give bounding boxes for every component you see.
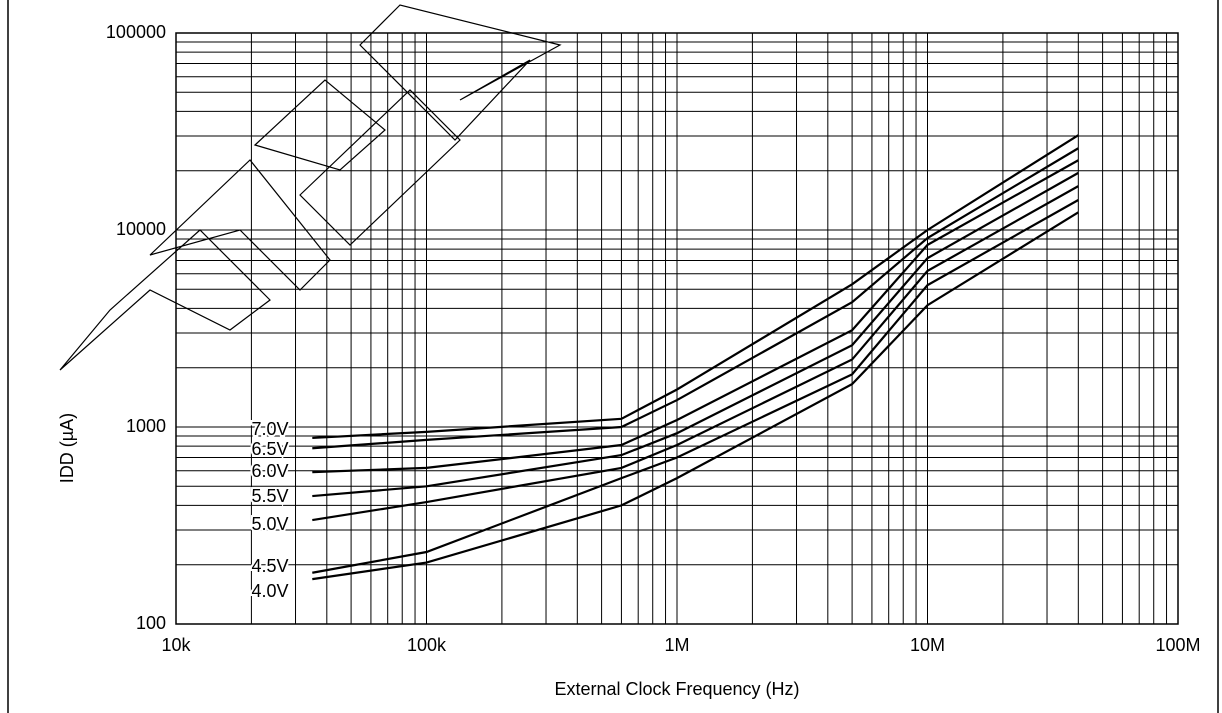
watermark [59, 4, 562, 371]
series-label: 4.0V [251, 581, 288, 601]
watermark-shape [149, 159, 331, 291]
frame [7, 0, 1219, 713]
x-tick-label: 10M [910, 635, 945, 655]
series-line [312, 147, 1079, 450]
series-line [312, 199, 1079, 574]
x-tick-label: 100k [407, 635, 447, 655]
series-label: 5.0V [251, 514, 288, 534]
x-tick-label: 10k [161, 635, 191, 655]
series-label: 4.5V [251, 556, 288, 576]
watermark-shape [253, 79, 386, 171]
series-label: 6.5V [251, 439, 288, 459]
watermark-shape [299, 89, 461, 246]
series-line [312, 211, 1079, 581]
series-label: 7.0V [251, 419, 288, 439]
series-line [312, 171, 1079, 498]
watermark-shape [59, 229, 271, 371]
series-label: 6.0V [251, 461, 288, 481]
series-line [312, 159, 1079, 474]
x-tick-label: 100M [1155, 635, 1200, 655]
y-tick-label: 100000 [106, 22, 166, 42]
y-tick-label: 100 [136, 613, 166, 633]
y-axis-label: IDD (µA) [57, 413, 77, 483]
x-axis-label: External Clock Frequency (Hz) [554, 679, 799, 699]
y-tick-label: 1000 [126, 416, 166, 436]
series-line [312, 185, 1079, 522]
watermark-shape [359, 4, 562, 141]
y-tick-label: 10000 [116, 219, 166, 239]
series-line [312, 134, 1079, 440]
series-label: 5.5V [251, 486, 288, 506]
x-tick-label: 1M [664, 635, 689, 655]
